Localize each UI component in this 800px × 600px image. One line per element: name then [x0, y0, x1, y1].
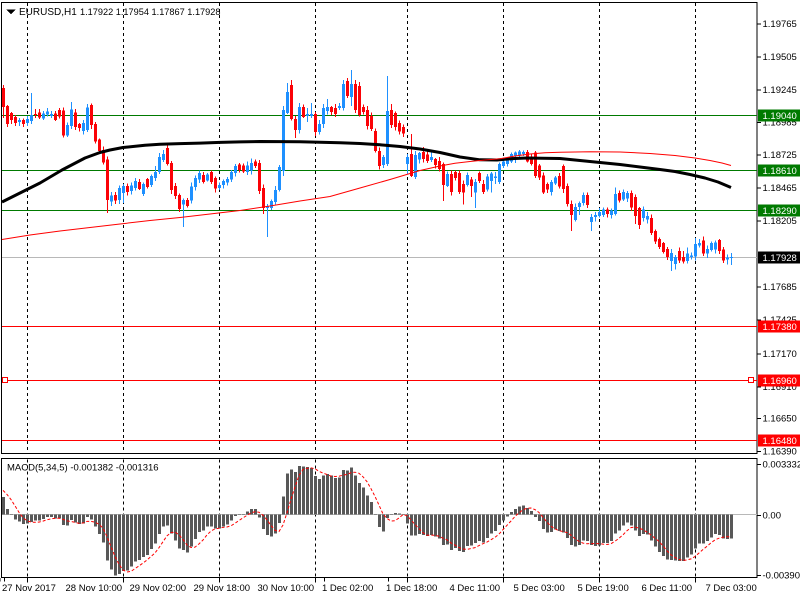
svg-text:28 Nov 10:00: 28 Nov 10:00 [66, 583, 123, 594]
svg-text:4 Dec 11:00: 4 Dec 11:00 [450, 583, 501, 594]
svg-text:1.17380: 1.17380 [763, 322, 797, 333]
svg-text:EURUSD,H1: EURUSD,H1 [19, 7, 77, 18]
svg-text:6 Dec 11:00: 6 Dec 11:00 [642, 583, 693, 594]
svg-text:1 Dec 18:00: 1 Dec 18:00 [386, 583, 437, 594]
svg-text:1.18465: 1.18465 [763, 183, 797, 194]
svg-text:0.003332: 0.003332 [763, 460, 800, 471]
svg-text:1.17922 1.17954 1.17867 1.1792: 1.17922 1.17954 1.17867 1.17928 [80, 7, 221, 17]
svg-text:1 Dec 02:00: 1 Dec 02:00 [322, 583, 373, 594]
svg-text:30 Nov 10:00: 30 Nov 10:00 [258, 583, 315, 594]
svg-text:1.19245: 1.19245 [763, 85, 797, 96]
svg-text:MACD(5,34,5) -0.001382 -0.0013: MACD(5,34,5) -0.001382 -0.001316 [7, 463, 159, 474]
svg-text:1.19765: 1.19765 [763, 19, 797, 30]
svg-text:1.17928: 1.17928 [763, 253, 797, 264]
svg-text:1.16650: 1.16650 [763, 414, 797, 425]
svg-text:5 Dec 19:00: 5 Dec 19:00 [578, 583, 629, 594]
svg-text:1.19040: 1.19040 [763, 111, 797, 122]
svg-text:29 Nov 02:00: 29 Nov 02:00 [130, 583, 187, 594]
svg-text:29 Nov 18:00: 29 Nov 18:00 [194, 583, 251, 594]
svg-text:5 Dec 03:00: 5 Dec 03:00 [514, 583, 565, 594]
svg-text:1.18725: 1.18725 [763, 150, 797, 161]
svg-text:1.18290: 1.18290 [763, 206, 797, 217]
svg-text:1.18205: 1.18205 [763, 216, 797, 227]
svg-text:-0.003907: -0.003907 [763, 571, 800, 582]
svg-text:1.19505: 1.19505 [763, 52, 797, 63]
svg-text:1.18985: 1.18985 [763, 118, 797, 129]
svg-text:1.17170: 1.17170 [763, 349, 797, 360]
svg-text:1.18610: 1.18610 [763, 166, 797, 177]
svg-text:0.00: 0.00 [763, 511, 782, 522]
svg-text:1.16960: 1.16960 [763, 376, 797, 387]
svg-text:1.16480: 1.16480 [763, 436, 797, 447]
svg-text:27 Nov 2017: 27 Nov 2017 [2, 583, 56, 594]
svg-text:1.17685: 1.17685 [763, 282, 797, 293]
svg-text:7 Dec 03:00: 7 Dec 03:00 [706, 583, 757, 594]
svg-text:1.16390: 1.16390 [763, 447, 797, 458]
svg-text:1.16910: 1.16910 [763, 382, 797, 393]
